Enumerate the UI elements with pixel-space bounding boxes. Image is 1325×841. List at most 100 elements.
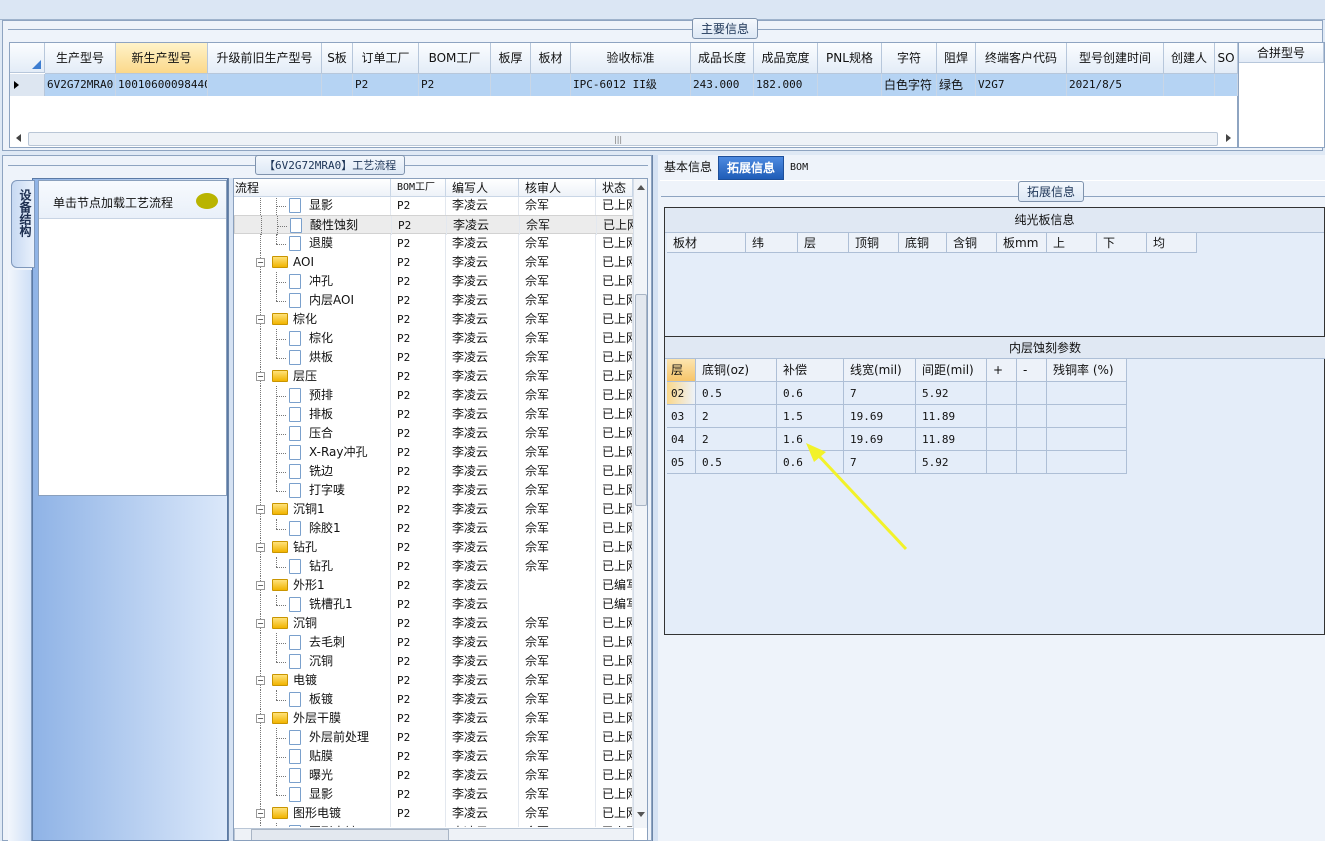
- grid-cell[interactable]: IPC-6012 II级: [571, 74, 691, 96]
- etch-cell[interactable]: [987, 405, 1017, 428]
- tree-row[interactable]: 板镀 P2李凌云佘军已上网: [234, 690, 634, 709]
- scroll-thumb[interactable]: [635, 294, 647, 506]
- tree-column-header[interactable]: 编写人: [446, 179, 519, 197]
- etch-cell[interactable]: [987, 382, 1017, 405]
- column-header[interactable]: 新生产型号: [116, 43, 208, 74]
- column-header[interactable]: 成品长度: [691, 43, 754, 74]
- etch-cell[interactable]: 02: [667, 382, 696, 405]
- collapse-icon[interactable]: −: [256, 315, 265, 324]
- column-header[interactable]: 型号创建时间: [1067, 43, 1164, 74]
- etch-cell[interactable]: 2: [696, 428, 777, 451]
- scroll-left-icon[interactable]: [16, 134, 21, 142]
- scroll-right-icon[interactable]: [1226, 134, 1231, 142]
- etch-cell[interactable]: 04: [667, 428, 696, 451]
- tree-row[interactable]: − 沉铜 P2李凌云佘军已上网: [234, 614, 634, 633]
- tree-row[interactable]: 铣边 P2李凌云佘军已上网: [234, 462, 634, 481]
- tree-row[interactable]: − 沉铜1 P2李凌云佘军已上网: [234, 500, 634, 519]
- tab-extended-info[interactable]: 拓展信息: [718, 156, 785, 180]
- etch-cell[interactable]: [987, 428, 1017, 451]
- tab-basic-info[interactable]: 基本信息: [664, 160, 713, 174]
- tree-row[interactable]: 沉铜 P2李凌云佘军已上网: [234, 652, 634, 671]
- column-header[interactable]: 成品宽度: [754, 43, 818, 74]
- etch-cell[interactable]: [1017, 428, 1047, 451]
- tree-row[interactable]: 去毛刺 P2李凌云佘军已上网: [234, 633, 634, 652]
- column-header[interactable]: 板材: [531, 43, 571, 74]
- tree-row[interactable]: 外层前处理 P2李凌云佘军已上网: [234, 728, 634, 747]
- collapse-icon[interactable]: −: [256, 714, 265, 723]
- collapse-icon[interactable]: −: [256, 809, 265, 818]
- tree-row[interactable]: 排板 P2李凌云佘军已上网: [234, 405, 634, 424]
- tree-row[interactable]: 内层AOI P2李凌云佘军已上网: [234, 291, 634, 310]
- etch-cell[interactable]: [1047, 405, 1127, 428]
- tree-column-header[interactable]: 状态: [596, 179, 633, 197]
- tree-row[interactable]: 显影 P2李凌云佘军已上网: [234, 785, 634, 804]
- etch-cell[interactable]: 5.92: [916, 451, 987, 474]
- etch-cell[interactable]: [1047, 451, 1127, 474]
- grid-cell[interactable]: [1215, 74, 1238, 96]
- grid-cell[interactable]: V2G7: [976, 74, 1067, 96]
- column-header[interactable]: 板厚: [491, 43, 531, 74]
- tree-row[interactable]: 棕化 P2李凌云佘军已上网: [234, 329, 634, 348]
- tree-column-header[interactable]: 核审人: [519, 179, 596, 197]
- column-header[interactable]: 升级前旧生产型号: [208, 43, 322, 74]
- etch-cell[interactable]: 0.5: [696, 382, 777, 405]
- tree-row[interactable]: X-Ray冲孔 P2李凌云佘军已上网: [234, 443, 634, 462]
- etch-cell[interactable]: [1047, 428, 1127, 451]
- etch-cell[interactable]: 5.92: [916, 382, 987, 405]
- etch-cell[interactable]: 0.6: [777, 451, 844, 474]
- tree-row[interactable]: − 层压 P2李凌云佘军已上网: [234, 367, 634, 386]
- tree-row[interactable]: 预排 P2李凌云佘军已上网: [234, 386, 634, 405]
- column-header[interactable]: 终端客户代码: [976, 43, 1067, 74]
- collapse-icon[interactable]: −: [256, 505, 265, 514]
- etch-cell[interactable]: [1017, 451, 1047, 474]
- tree-row[interactable]: 烘板 P2李凌云佘军已上网: [234, 348, 634, 367]
- grid-corner[interactable]: [10, 43, 45, 73]
- column-header[interactable]: S板: [322, 43, 353, 74]
- detail-splitter[interactable]: [652, 155, 658, 841]
- collapse-icon[interactable]: −: [256, 619, 265, 628]
- grid-cell[interactable]: 6V2G72MRA0: [45, 74, 116, 96]
- vertical-scrollbar[interactable]: [633, 179, 647, 828]
- grid-cell[interactable]: 10010600098440: [116, 74, 208, 96]
- grid-cell[interactable]: P2: [353, 74, 419, 96]
- grid-cell[interactable]: [1164, 74, 1215, 96]
- product-row[interactable]: 6V2G72MRA0 10010600098440 P2 P2 IPC-6012 II级…: [10, 74, 1238, 96]
- scroll-down-icon[interactable]: [637, 812, 645, 817]
- grid-cell[interactable]: 绿色: [937, 74, 976, 96]
- tree-row[interactable]: − 图形电镀 P2李凌云佘军已上网: [234, 804, 634, 823]
- grid-cell[interactable]: 243.000: [691, 74, 754, 96]
- tree-row[interactable]: 贴膜 P2李凌云佘军已上网: [234, 747, 634, 766]
- grid-cell[interactable]: [531, 74, 571, 96]
- collapse-icon[interactable]: −: [256, 676, 265, 685]
- column-header[interactable]: 验收标准: [571, 43, 691, 74]
- tree-row[interactable]: − 电镀 P2李凌云佘军已上网: [234, 671, 634, 690]
- etch-cell[interactable]: 11.89: [916, 405, 987, 428]
- etch-cell[interactable]: 0.5: [696, 451, 777, 474]
- scroll-up-icon[interactable]: [637, 185, 645, 190]
- etch-cell[interactable]: 05: [667, 451, 696, 474]
- node-list-panel[interactable]: 单击节点加载工艺流程: [38, 180, 227, 496]
- grid-cell[interactable]: P2: [419, 74, 491, 96]
- grid-cell[interactable]: [818, 74, 882, 96]
- grid-cell[interactable]: [491, 74, 531, 96]
- tree-row[interactable]: 冲孔 P2李凌云佘军已上网: [234, 272, 634, 291]
- tree-row[interactable]: 退膜 P2李凌云佘军已上网: [234, 234, 634, 253]
- column-header[interactable]: 字符: [882, 43, 937, 74]
- etch-cell[interactable]: 03: [667, 405, 696, 428]
- etch-cell[interactable]: [987, 451, 1017, 474]
- column-header[interactable]: BOM工厂: [419, 43, 491, 74]
- etch-cell[interactable]: 19.69: [844, 405, 916, 428]
- tree-row[interactable]: 曝光 P2李凌云佘军已上网: [234, 766, 634, 785]
- tree-row[interactable]: 除胶1 P2李凌云佘军已上网: [234, 519, 634, 538]
- grid-cell[interactable]: [322, 74, 353, 96]
- column-header[interactable]: 阻焊: [937, 43, 976, 74]
- column-header[interactable]: SO: [1215, 43, 1238, 74]
- etch-cell[interactable]: [1017, 405, 1047, 428]
- tree-row[interactable]: − 外层干膜 P2李凌云佘军已上网: [234, 709, 634, 728]
- etch-cell[interactable]: 7: [844, 382, 916, 405]
- column-header[interactable]: 生产型号: [45, 43, 116, 74]
- grid-cell[interactable]: 182.000: [754, 74, 818, 96]
- collapse-icon[interactable]: −: [256, 581, 265, 590]
